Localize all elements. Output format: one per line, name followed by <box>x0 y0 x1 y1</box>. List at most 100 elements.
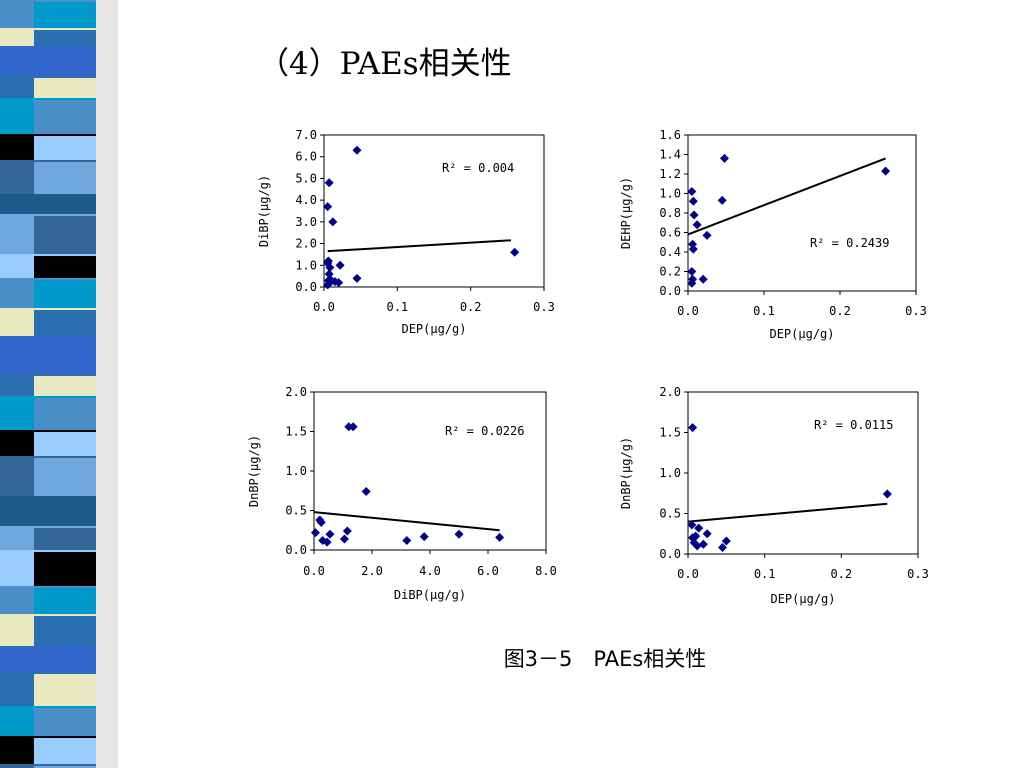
data-point <box>687 520 697 530</box>
y-tick-label: 2.0 <box>295 237 317 251</box>
y-tick-label: 0.0 <box>285 543 307 557</box>
x-axis-title: DiBP(μg/g) <box>394 588 466 602</box>
data-point <box>402 536 412 546</box>
strip-band-inner <box>34 708 96 736</box>
scatter-chart-dehp-vs-dep: 0.0 0.2 0.4 0.6 0.8 1.0 1.2 1.4 1.6 0.0 0.1 0.2 0.3 D… <box>619 128 927 341</box>
data-point <box>692 541 702 551</box>
y-axis-title: DiBP(μg/g) <box>257 175 271 247</box>
strip-band-inner <box>34 398 96 430</box>
data-point <box>326 275 336 285</box>
data-point <box>719 153 729 163</box>
strip-band-inner <box>34 588 96 614</box>
strip-band-inner <box>34 738 96 764</box>
strip-band-inner <box>34 498 96 526</box>
data-point <box>881 166 891 176</box>
strip-band-inner <box>34 78 96 98</box>
y-tick-label: 0.2 <box>659 265 681 279</box>
data-point <box>717 195 727 205</box>
r-squared-label: R² = 0.0115 <box>814 418 893 432</box>
x-tick-label: 0.0 <box>303 564 325 578</box>
x-tick-label: 0.1 <box>753 304 775 318</box>
data-point <box>335 260 345 270</box>
y-tick-label: 0.8 <box>659 206 681 220</box>
data-point <box>352 145 362 155</box>
x-tick-label: 0.3 <box>907 567 929 581</box>
y-tick-label: 5.0 <box>295 171 317 185</box>
strip-band-inner <box>34 196 96 214</box>
data-point <box>419 532 429 542</box>
data-point <box>325 262 335 272</box>
r-squared-label: R² = 0.2439 <box>810 236 889 250</box>
y-tick-label: 0.5 <box>659 507 681 521</box>
x-tick-label: 0.0 <box>677 304 699 318</box>
data-point <box>495 532 505 542</box>
strip-band-inner <box>34 338 96 374</box>
data-point <box>718 543 727 553</box>
y-axis-title: DnBP(μg/g) <box>247 435 261 507</box>
y-tick-label: 0.4 <box>659 245 681 259</box>
strip-band-inner <box>34 648 96 672</box>
x-tick-label: 0.2 <box>829 304 851 318</box>
x-tick-label: 0.3 <box>533 300 555 314</box>
strip-band-inner <box>34 162 96 194</box>
strip-band-inner <box>34 616 96 646</box>
y-tick-label: 6.0 <box>295 150 317 164</box>
x-tick-label: 6.0 <box>477 564 499 578</box>
data-point <box>698 274 708 284</box>
y-tick-label: 3.0 <box>295 215 317 229</box>
plot-area <box>313 391 547 551</box>
y-tick-label: 1.5 <box>659 426 681 440</box>
y-tick-label: 1.6 <box>659 128 681 142</box>
strip-band-inner <box>34 432 96 456</box>
strip-band-inner <box>34 280 96 308</box>
y-tick-label: 1.5 <box>285 425 307 439</box>
data-point <box>310 528 320 538</box>
data-point <box>328 217 338 227</box>
data-point <box>454 529 464 539</box>
y-tick-label: 2.0 <box>659 385 681 399</box>
scatter-chart-dibp-vs-dep: 0.0 1.0 2.0 3.0 4.0 5.0 6.0 7.0 0.0 0.1 0.2 0.3 DEP(… <box>257 128 555 336</box>
plot-area <box>687 391 919 555</box>
x-tick-label: 0.1 <box>754 567 776 581</box>
slide-title: （4）PAEs相关性 <box>258 46 512 82</box>
y-tick-label: 0.0 <box>659 547 681 561</box>
data-point <box>691 531 701 541</box>
trendline <box>327 239 512 253</box>
y-tick-label: 0.6 <box>659 226 681 240</box>
x-tick-label: 2.0 <box>361 564 383 578</box>
strip-band-inner <box>34 136 96 160</box>
y-tick-label: 2.0 <box>285 385 307 399</box>
data-point <box>721 536 731 546</box>
x-tick-label: 0.0 <box>313 300 335 314</box>
y-axis-title: DnBP(μg/g) <box>619 437 633 509</box>
strip-band-inner <box>34 2 96 28</box>
x-tick-label: 4.0 <box>419 564 441 578</box>
x-tick-label: 0.2 <box>460 300 482 314</box>
strip-band-inner <box>34 100 96 134</box>
y-tick-label: 0.0 <box>659 284 681 298</box>
data-point <box>342 526 352 536</box>
data-point <box>318 536 328 546</box>
strip-band-inner <box>34 310 96 336</box>
y-tick-label: 0.5 <box>285 504 307 518</box>
r-squared-label: R² = 0.004 <box>442 161 514 175</box>
data-point <box>688 423 698 433</box>
strip-band-inner <box>34 48 96 76</box>
x-axis-title: DEP(μg/g) <box>401 322 466 336</box>
strip-band-inner <box>34 674 96 706</box>
data-point <box>692 220 702 230</box>
x-axis-title: DEP(μg/g) <box>770 592 835 606</box>
data-point <box>324 178 334 188</box>
scatter-chart-dnbp-vs-dibp: 0.0 0.5 1.0 1.5 2.0 0.0 2.0 4.0 6.0 8.0 DiBP(μg/g)… <box>247 385 557 602</box>
data-point <box>325 529 335 539</box>
y-tick-label: 0.0 <box>295 280 317 294</box>
data-point <box>352 273 362 283</box>
trendline <box>313 511 500 532</box>
r-squared-label: R² = 0.0226 <box>445 424 524 438</box>
data-point <box>688 274 698 284</box>
data-point <box>687 267 697 276</box>
y-axis-title: DEHP(μg/g) <box>619 177 633 249</box>
x-tick-label: 0.3 <box>905 304 927 318</box>
y-tick-label: 4.0 <box>295 193 317 207</box>
strip-band-inner <box>34 766 96 768</box>
